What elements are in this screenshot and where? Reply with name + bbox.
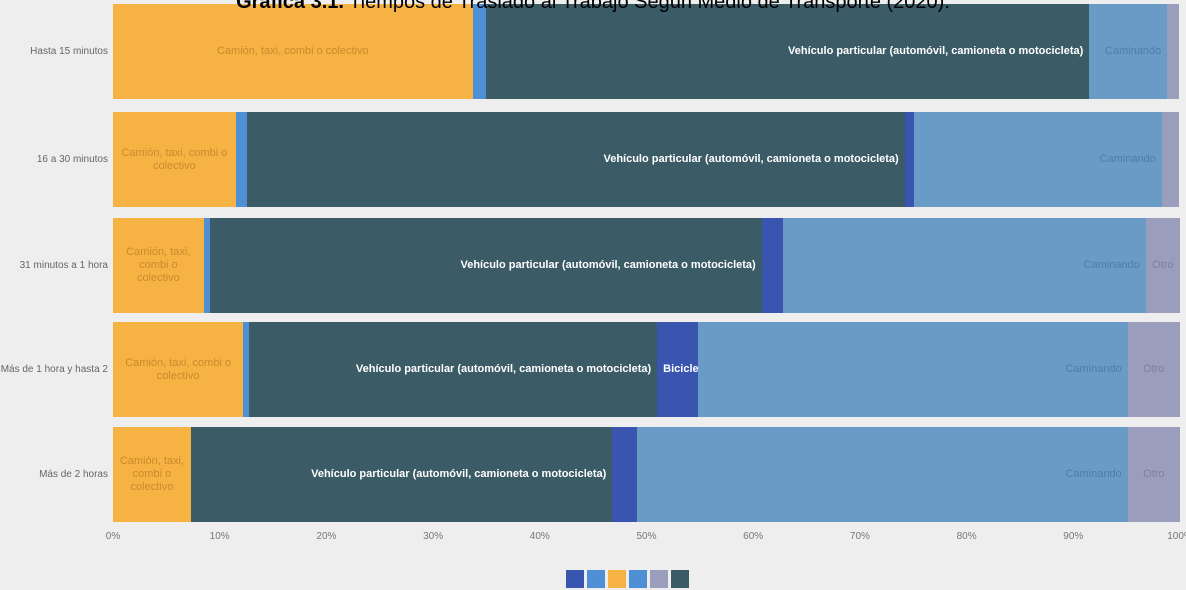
bar-segment: Otro	[1145, 218, 1180, 313]
x-tick-label: 100%	[1167, 531, 1186, 542]
bar-segment: Caminando	[914, 112, 1162, 207]
bar-segment: Vehículo particular (automóvil, camionet…	[210, 218, 762, 313]
x-tick-label: 70%	[849, 531, 870, 542]
segment-label: Caminando	[1104, 45, 1162, 57]
segment-label: Vehículo particular (automóvil, camionet…	[355, 363, 652, 375]
segment-label: Caminando	[1065, 468, 1122, 480]
y-tick-label: Hasta 15 minutos	[30, 46, 108, 57]
segment-label: Camión, taxi, combi o colectivo	[125, 356, 231, 382]
bar-segment: Camión, taxi, combi o colectivo	[113, 322, 244, 417]
segment-label: Camión, taxi, combi o colectivo	[126, 246, 191, 284]
legend-icon	[629, 570, 647, 588]
bar-segment: Vehículo particular (automóvil, camionet…	[190, 427, 613, 522]
bar-segment	[203, 218, 211, 313]
x-tick-label: 80%	[956, 531, 977, 542]
bar-segment: Vehículo particular (automóvil, camionet…	[486, 4, 1090, 99]
bar-segment: Caminando	[1089, 4, 1168, 99]
segment-label: Vehículo particular (automóvil, camionet…	[460, 259, 756, 271]
bar-segment: Caminando	[697, 322, 1128, 417]
y-tick-label: Más de 1 hora y hasta 2	[0, 364, 108, 375]
legend-icon	[566, 570, 584, 588]
segment-label: Caminando	[1083, 259, 1140, 271]
x-tick-label: 90%	[1063, 531, 1084, 542]
bar-segment	[1167, 4, 1179, 99]
segment-label: Bicicleta	[663, 363, 698, 375]
bar-segment: Caminando	[636, 427, 1128, 522]
x-tick-label: 60%	[743, 531, 764, 542]
segment-label: Caminando	[1099, 153, 1156, 165]
segment-label: Camión, taxi, combi o colectivo	[121, 146, 228, 172]
bar-row: Camión, taxi, combi o colectivo Vehículo …	[113, 4, 1180, 99]
x-tick-label: 40%	[529, 531, 550, 542]
x-tick-label: 0%	[105, 531, 121, 542]
bar-segment	[761, 218, 784, 313]
x-tick-label: 50%	[636, 531, 657, 542]
bar-segment	[472, 4, 487, 99]
bar-segment: Bicicleta	[657, 322, 698, 417]
bar-segment: Otro	[1127, 427, 1180, 522]
x-tick-label: 10%	[209, 531, 230, 542]
bar-segment: Camión, taxi, combi o colectivo	[113, 218, 204, 313]
segment-label: Camión, taxi, combi o colectivo	[119, 455, 185, 493]
segment-label: Caminando	[1065, 363, 1122, 375]
title-text: Tiempos de Traslado al Trabajo Según Med…	[349, 0, 950, 13]
bar-segment	[612, 427, 637, 522]
segment-label: Vehículo particular (automóvil, camionet…	[311, 468, 607, 480]
title-label: Gráfica 3.1.	[236, 0, 344, 13]
bar-segment: Vehículo particular (automóvil, camionet…	[247, 112, 905, 207]
segment-label: Otro	[1143, 363, 1165, 375]
bar-segment: Otro	[1127, 322, 1180, 417]
bar-segment: Caminando	[783, 218, 1146, 313]
legend-icon	[671, 570, 689, 588]
legend-icon	[608, 570, 626, 588]
segment-label: Camión, taxi, combi o colectivo	[216, 45, 369, 57]
y-tick-label: Más de 2 horas	[39, 469, 108, 480]
bar-segment: Camión, taxi, combi o colectivo	[113, 4, 473, 99]
bar-segment	[243, 322, 249, 417]
segment-label: Otro	[1143, 468, 1165, 480]
bar-segment	[1161, 112, 1179, 207]
bar-row: Camión, taxi, combi o colectivo Vehículo …	[113, 427, 1180, 522]
x-tick-label: 30%	[423, 531, 444, 542]
bar-segment	[904, 112, 915, 207]
segment-label: Otro	[1152, 259, 1174, 271]
legend-icon	[650, 570, 668, 588]
x-tick-label: 20%	[316, 531, 337, 542]
bar-row: Camión, taxi, combi o colectivo Vehículo …	[113, 218, 1180, 313]
bar-row: Camión, taxi, combi o colectivo Vehículo …	[113, 112, 1180, 207]
bar-segment: Camión, taxi, combi o colectivo	[113, 427, 191, 522]
y-tick-label: 16 a 30 minutos	[36, 154, 108, 165]
bar-row: Camión, taxi, combi o colectivo Vehículo …	[113, 322, 1180, 417]
legend-icon	[587, 570, 605, 588]
y-tick-label: 31 minutos a 1 hora	[19, 260, 108, 271]
chart-title: Gráfica 3.1. Tiempos de Traslado al Trab…	[0, 0, 1186, 14]
segment-label: Vehículo particular (automóvil, camionet…	[603, 153, 899, 165]
bar-segment: Camión, taxi, combi o colectivo	[113, 112, 236, 207]
segment-label: Vehículo particular (automóvil, camionet…	[788, 45, 1084, 57]
bar-segment	[235, 112, 248, 207]
bar-segment: Vehículo particular (automóvil, camionet…	[248, 322, 658, 417]
